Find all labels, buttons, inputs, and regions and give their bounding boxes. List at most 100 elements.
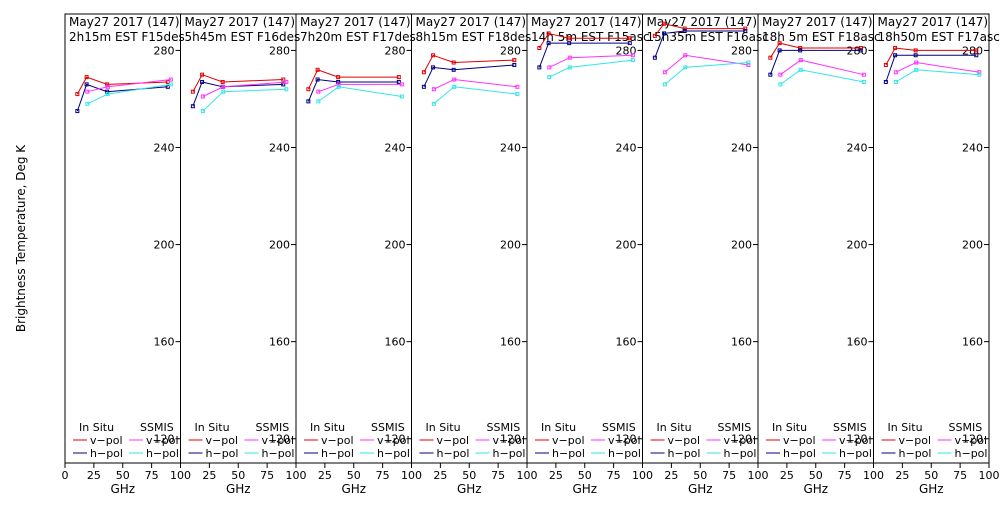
panel-1-ytick-label-120: 120 [154,433,175,446]
panel-8-ytick-label-200: 200 [962,239,983,252]
panel-4-ssmis_v-line [433,78,518,90]
panel-8-xtick-label-50: 50 [924,469,938,482]
panel-4-xtick-label-75: 75 [491,469,505,482]
panel-6-xtick-label-100: 100 [748,469,769,482]
panel-7-xtick-label-25: 25 [780,469,794,482]
panel-7-ssmis_v-point-1 [778,72,783,77]
panel-1-ytick-label-280: 280 [154,44,175,57]
panel-7-insitu_v-line [769,42,861,58]
panel-3-insitu_v-point-1 [306,87,311,92]
panel-1-ytick-label-240: 240 [154,141,175,154]
panel-2-insitu_v-point-2 [200,72,205,77]
panel-8-ssmis_h-line [895,69,980,83]
panel-6-legend-insitu_h-label: h−pol [668,447,701,460]
panel-7-legend-insitu_h-label: h−pol [783,447,816,460]
panel-2-legend-insitu-header: In Situ [195,421,230,434]
panel-4-title-time: 8h15m EST F18des [416,30,532,44]
panel-4-ssmis_v-point-3 [515,84,520,89]
panel-6-legend-ssmis-header: SSMIS [718,421,752,434]
panel-3-ytick-label-280: 280 [385,44,406,57]
panel-6-ytick-label-120: 120 [731,433,752,446]
panel-7-ytick-label-160: 160 [847,336,868,349]
panel-4-xtick-label-50: 50 [462,469,476,482]
panel-1-xtick-label-75: 75 [145,469,159,482]
panel-4-insitu_h-point-1 [421,84,426,89]
panel-3-legend-ssmis_h-label: h−pol [377,447,410,460]
panel-8-ytick-label-120: 120 [962,433,983,446]
panel-7-insitu_h-point-2 [777,48,782,53]
panel-4-ssmis_v-point-2 [452,77,457,82]
panel-2-xtick-label-25: 25 [202,469,216,482]
panel-5-insitu_v-point-4 [627,36,632,41]
panel-1-title-date: May27 2017 (147) [69,15,180,29]
panel-4-x-axis-label: GHz [457,482,482,496]
panel-1-insitu_h-line [76,83,168,112]
panel-3-legend-insitu_v-label: v−pol [321,434,354,447]
panel-7-ytick-label-280: 280 [847,44,868,57]
panel-5-ytick-label-120: 120 [616,433,637,446]
panel-1-ytick-label-200: 200 [154,239,175,252]
panel-4-legend-ssmis_h-label: h−pol [493,447,526,460]
panel-5-ssmis_h-point-1 [547,75,552,80]
panel-8-title-date: May27 2017 (147) [878,15,989,29]
panel-4-insitu_v-line [423,54,515,73]
panel-7-ytick-label-120: 120 [847,433,868,446]
panel-6-title-date: May27 2017 (147) [647,15,758,29]
panel-3-insitu_v-point-2 [315,67,320,72]
panel-2-insitu_v-line [192,74,284,92]
panel-4-ytick-label-120: 120 [500,433,521,446]
panel-2-x-axis-label: GHz [226,482,251,496]
panel-8-ytick-label-240: 240 [962,141,983,154]
panel-3-legend-insitu_h-label: h−pol [321,447,354,460]
panel-8-insitu_v-line [885,47,977,66]
panel-3-ssmis_h-line [318,86,402,102]
panel-3-insitu_v-point-4 [396,75,401,80]
panel-7-insitu_h-point-3 [798,48,803,53]
panel-3-insitu_h-point-2 [315,77,320,82]
panel-3-ytick-label-120: 120 [385,433,406,446]
panel-8-insitu_v-point-1 [883,62,888,67]
panel-2-xtick-label-50: 50 [231,469,245,482]
panel-4-ytick-label-240: 240 [500,141,521,154]
panel-4-insitu_h-point-2 [431,65,436,70]
panel-6-ssmis_h-point-3 [746,60,751,65]
panel-8-ytick-label-160: 160 [962,336,983,349]
panel-2-ytick-label-240: 240 [269,141,290,154]
panel-1-ytick-label-160: 160 [154,336,175,349]
panel-8-insitu_h-point-1 [883,79,888,84]
panel-8-xtick-label-25: 25 [895,469,909,482]
panel-5-insitu_h-point-1 [537,65,542,70]
panel-5-ssmis_h-line [549,59,633,78]
panel-7-legend-ssmis_h-label: h−pol [839,447,872,460]
panel-3-title-date: May27 2017 (147) [300,15,411,29]
panel-6-ytick-label-280: 280 [731,44,752,57]
panel-1-legend-ssmis_h-label: h−pol [146,447,179,460]
panel-5-legend-ssmis-header: SSMIS [602,421,636,434]
panel-4-insitu_h-line [423,64,515,88]
panel-1-insitu_h-point-3 [105,89,110,94]
panel-3-legend-ssmis_v-label: v−pol [377,434,410,447]
panel-8-legend-ssmis-header: SSMIS [949,421,983,434]
panel-2-ssmis_v-point-2 [221,84,226,89]
panel-6-ssmis_h-line [664,62,749,85]
panel-7-insitu_v-point-2 [777,41,782,46]
panel-8-legend-insitu_h-label: h−pol [899,447,932,460]
panel-4-legend-ssmis_v-label: v−pol [493,434,526,447]
panel-3-ssmis_h-point-3 [399,94,404,99]
panel-4-insitu_v-point-1 [421,70,426,75]
panel-2-ssmis_v-point-1 [200,94,205,99]
panel-1-xtick-label-25: 25 [87,469,101,482]
panel-3-ytick-label-200: 200 [385,239,406,252]
panel-5-legend-insitu_v-label: v−pol [552,434,585,447]
panel-7-ssmis_v-line [780,59,865,76]
panel-2-insitu_h-point-4 [281,82,286,87]
panel-4-legend-ssmis-header: SSMIS [487,421,521,434]
panel-7-insitu_h-point-1 [768,72,773,77]
panel-7-x-axis-label: GHz [803,482,828,496]
panel-2-insitu_v-point-1 [190,89,195,94]
panel-4-legend-insitu_v-label: v−pol [437,434,470,447]
panel-3-ssmis_h-point-1 [316,99,321,104]
panel-6-title-time: 15h35m EST F16asc [647,30,769,44]
panel-7-xtick-label-75: 75 [838,469,852,482]
